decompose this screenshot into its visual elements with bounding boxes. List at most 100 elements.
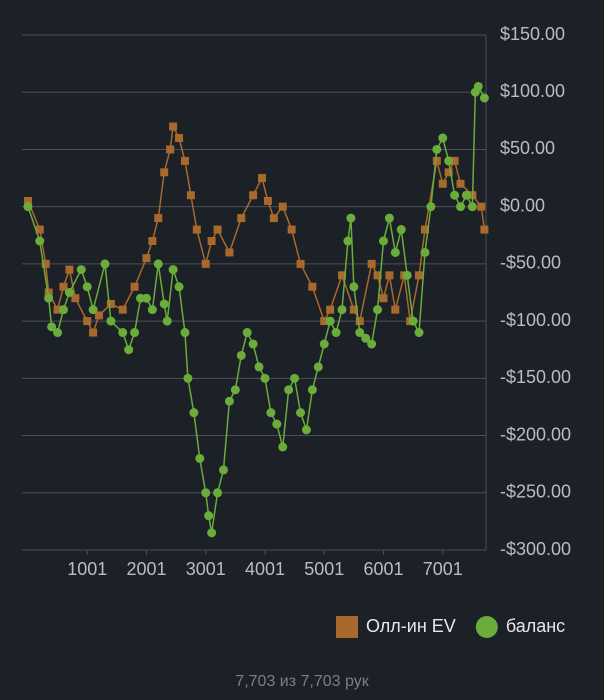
marker [367,339,377,349]
marker [402,270,412,280]
marker [473,82,483,91]
marker [263,196,272,205]
marker [201,259,210,268]
marker [438,133,448,143]
marker [456,202,466,212]
marker [166,145,175,154]
marker [269,214,278,223]
marker [236,350,246,360]
marker [192,225,201,234]
marker [420,225,429,234]
marker [367,259,376,268]
marker [141,293,151,303]
footer: 7,703 из 7,703 рук [235,673,369,690]
marker [326,305,335,314]
marker [408,316,418,326]
marker [147,305,157,315]
marker [130,282,139,291]
marker [338,271,346,280]
marker [320,317,329,326]
marker [438,179,447,188]
marker [204,511,214,521]
y-tick-label: -$250.00 [500,482,571,502]
marker [186,191,195,200]
marker [313,362,323,372]
marker [373,305,383,315]
marker [479,93,489,103]
marker [266,408,276,418]
marker [480,225,489,234]
marker [23,196,32,205]
marker [296,408,306,418]
x-tick-label: 3001 [186,559,226,579]
marker [118,305,127,314]
marker [59,282,68,291]
marker [35,236,45,246]
marker [213,225,222,234]
marker [53,328,63,338]
marker [95,311,104,320]
marker [160,168,169,177]
y-tick-label: $50.00 [500,138,555,158]
y-tick-label: -$150.00 [500,367,571,387]
marker [444,168,453,177]
marker [249,191,258,200]
marker [124,345,134,355]
legend-marker [336,616,358,638]
y-tick-label: -$50.00 [500,253,561,273]
y-tick-label: -$200.00 [500,424,571,444]
marker [153,259,163,269]
marker [343,236,353,246]
marker [89,328,98,337]
marker [175,134,184,142]
marker [254,362,264,372]
marker [41,259,50,268]
marker [467,202,477,212]
legend-marker [475,616,498,638]
marker [432,156,441,165]
marker [296,259,305,268]
marker [162,316,172,326]
marker [82,282,92,292]
y-tick-label: -$100.00 [500,310,571,330]
marker [325,316,335,326]
y-tick-label: $100.00 [500,81,565,101]
marker [53,305,62,314]
marker [390,247,400,257]
marker [213,488,223,498]
marker [65,265,74,274]
marker [35,225,44,234]
marker [287,225,296,234]
marker [258,174,266,183]
marker [272,419,282,429]
marker [44,293,54,303]
marker [260,373,270,383]
marker [461,190,471,200]
x-tick-label: 4001 [245,559,285,579]
marker [183,373,193,383]
marker [76,265,86,275]
marker [301,425,311,435]
marker [396,225,406,235]
marker [284,385,294,395]
marker [169,122,178,131]
marker [450,190,460,200]
marker [118,328,128,338]
marker [346,213,356,223]
marker [444,156,454,166]
marker [195,453,205,463]
x-tick-label: 1001 [67,559,107,579]
marker [278,202,287,211]
marker [337,305,347,315]
marker [224,396,234,406]
marker [415,271,424,280]
marker [278,442,288,452]
marker [414,328,424,338]
x-tick-label: 5001 [304,559,344,579]
marker [426,202,436,212]
marker [373,271,382,280]
marker [83,317,92,326]
marker [420,247,430,257]
marker [207,237,216,245]
